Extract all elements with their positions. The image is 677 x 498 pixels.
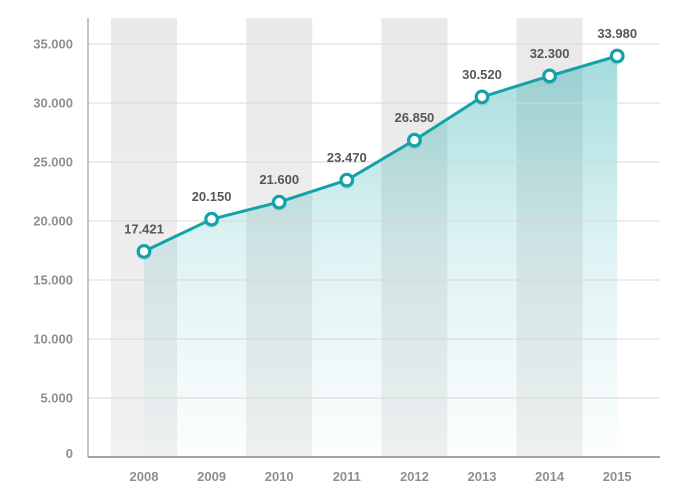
x-tick-label: 2014 — [535, 469, 565, 484]
x-tick-label: 2009 — [197, 469, 226, 484]
y-tick-label: 10.000 — [33, 332, 73, 347]
x-tick-label: 2015 — [603, 469, 632, 484]
x-axis-tick-labels: 2008 2009 2010 2011 2012 2013 2014 2015 — [130, 469, 632, 484]
y-tick-label: 0 — [66, 446, 73, 461]
y-tick-label: 5.000 — [40, 391, 73, 406]
series-line — [142, 54, 619, 253]
data-point-label: 23.470 — [327, 150, 367, 165]
y-axis-tick-labels: 35.000 30.000 25.000 20.000 15.000 10.000 5.00… — [33, 37, 73, 462]
y-tick-label: 15.000 — [33, 273, 73, 288]
data-point-marker[interactable] — [271, 194, 287, 210]
x-tick-label: 2008 — [130, 469, 159, 484]
data-point-label: 30.520 — [462, 67, 502, 82]
data-point-label: 21.600 — [259, 172, 299, 187]
data-point-marker[interactable] — [542, 68, 557, 84]
data-point-labels: 17.421 20.150 21.600 23.470 26.850 30.520 32.3… — [124, 26, 637, 236]
x-tick-label: 2010 — [265, 469, 294, 484]
data-point-marker[interactable] — [609, 48, 625, 64]
data-point-label: 20.150 — [192, 189, 232, 204]
data-point-label: 33.980 — [597, 26, 637, 41]
data-point-marker[interactable] — [136, 243, 152, 259]
y-tick-label: 20.000 — [33, 214, 73, 229]
y-tick-label: 25.000 — [33, 155, 73, 170]
series-area-fill — [144, 56, 618, 457]
x-tick-label: 2013 — [468, 469, 497, 484]
data-point-label: 17.421 — [124, 221, 164, 236]
data-point-marker[interactable] — [204, 211, 220, 227]
data-point-label: 32.300 — [530, 46, 570, 61]
x-tick-label: 2012 — [400, 469, 429, 484]
data-point-marker[interactable] — [339, 172, 355, 188]
y-tick-label: 35.000 — [33, 37, 73, 52]
gridlines — [88, 43, 660, 399]
data-point-marker[interactable] — [474, 89, 490, 105]
data-point-marker[interactable] — [407, 132, 422, 148]
y-tick-label: 30.000 — [33, 96, 73, 111]
data-point-label: 26.850 — [395, 110, 435, 125]
data-point-markers — [136, 48, 625, 261]
x-tick-label: 2011 — [333, 469, 361, 484]
